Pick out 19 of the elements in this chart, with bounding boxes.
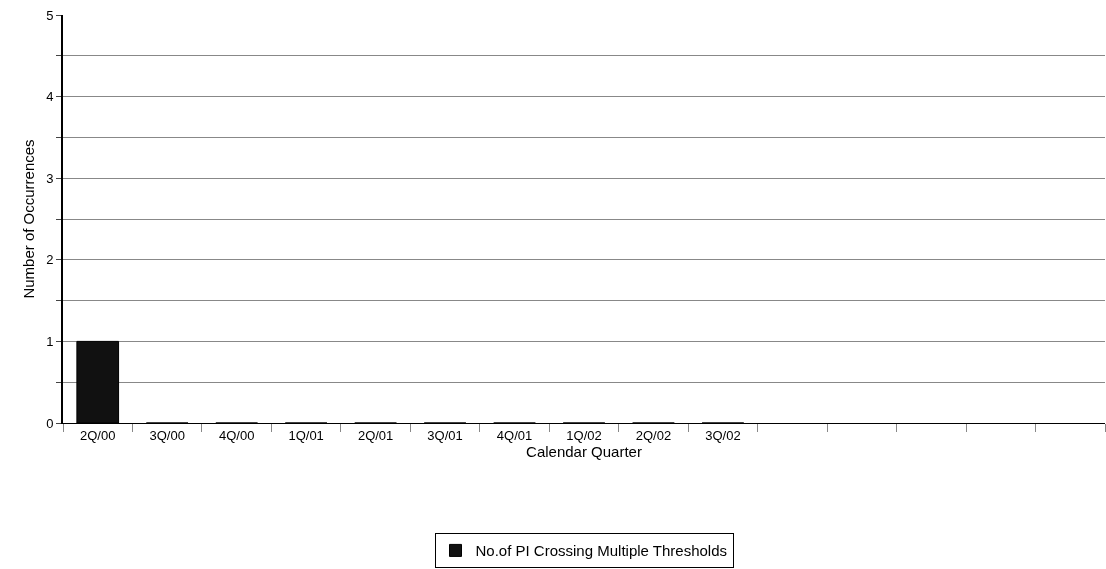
x-tick-label: 3Q/01 bbox=[427, 427, 463, 443]
x-tick-label: 4Q/01 bbox=[496, 427, 533, 443]
x-tick-label: 1Q/01 bbox=[288, 427, 324, 443]
y-tick-label: 4 bbox=[46, 89, 54, 105]
x-tick-label: 2Q/02 bbox=[635, 427, 672, 443]
x-tick-label: 3Q/00 bbox=[149, 427, 185, 443]
y-tick-label: 0 bbox=[46, 415, 54, 431]
y-tick-label: 2 bbox=[46, 252, 54, 268]
y-tick-label: 5 bbox=[46, 7, 54, 23]
y-tick-label: 3 bbox=[46, 170, 54, 186]
y-axis-title: Number of Occurrences bbox=[19, 139, 37, 299]
x-tick-label: 2Q/00 bbox=[80, 427, 116, 443]
x-tick-label: 1Q/02 bbox=[566, 427, 602, 443]
x-axis-title: Calendar Quarter bbox=[526, 442, 642, 460]
x-tick-label: 3Q/02 bbox=[705, 427, 741, 443]
legend-label: No.of PI Crossing Multiple Thresholds bbox=[475, 542, 727, 560]
y-tick-label: 1 bbox=[46, 333, 54, 349]
x-tick-label: 2Q/01 bbox=[357, 427, 394, 443]
x-tick-label: 4Q/00 bbox=[218, 427, 255, 443]
